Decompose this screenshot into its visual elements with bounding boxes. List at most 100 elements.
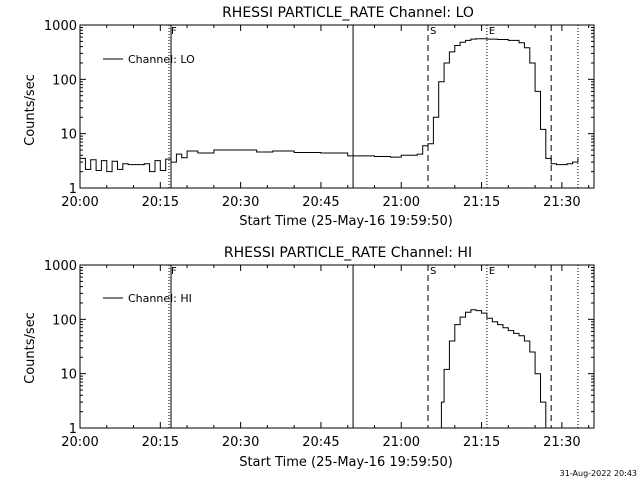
x-tick-label: 20:00	[61, 435, 98, 450]
y-tick-label: 1000	[44, 259, 77, 274]
data-point	[550, 163, 552, 165]
data-point	[507, 40, 509, 41]
x-tick-label: 20:30	[222, 435, 259, 450]
chart-title: RHESSI PARTICLE_RATE Channel: HI	[224, 245, 472, 261]
chart-panel-lo: RHESSI PARTICLE_RATE Channel: LO Counts/…	[23, 5, 595, 229]
data-point	[545, 158, 547, 159]
event-marker-label: F	[171, 266, 177, 277]
x-axis-label: Start Time (25-May-16 19:59:50)	[239, 455, 453, 470]
data-point	[186, 150, 188, 152]
data-point	[459, 41, 461, 43]
data-point	[256, 151, 258, 153]
data-point	[443, 62, 445, 64]
legend-label: Channel: HI	[128, 292, 192, 305]
data-point	[149, 171, 151, 173]
x-tick-label: 20:15	[142, 435, 179, 450]
data-point	[491, 321, 493, 323]
data-point	[518, 42, 520, 44]
data-point	[518, 335, 520, 337]
data-point	[497, 39, 499, 40]
event-marker-label: F	[171, 26, 177, 37]
data-point	[540, 401, 541, 403]
y-tick-label: 1000	[44, 19, 77, 34]
data-point	[175, 153, 177, 155]
data-point	[481, 312, 482, 314]
data-point	[481, 38, 482, 40]
data-point	[213, 149, 215, 151]
x-tick-label: 21:00	[383, 435, 420, 450]
x-tick-label: 21:30	[543, 195, 580, 210]
data-point	[422, 145, 424, 147]
data-point	[486, 317, 488, 319]
data-point	[513, 333, 515, 334]
y-tick-label: 100	[52, 313, 77, 328]
data-point	[133, 164, 134, 165]
data-point	[122, 163, 124, 165]
data-point	[181, 157, 183, 159]
x-tick-label: 21:30	[543, 435, 580, 450]
data-point	[470, 309, 472, 311]
data-point	[486, 38, 488, 40]
series-line	[438, 309, 547, 429]
data-point	[101, 160, 102, 161]
data-point	[320, 152, 322, 154]
data-point	[95, 170, 97, 171]
data-point	[432, 116, 434, 118]
y-tick-label: 10	[60, 368, 77, 383]
data-series	[79, 38, 579, 173]
x-tick-label: 20:45	[302, 195, 339, 210]
x-tick-label: 20:15	[142, 195, 179, 210]
data-point	[427, 143, 429, 145]
data-point	[523, 47, 525, 49]
data-point	[465, 40, 466, 41]
x-tick-label: 21:15	[463, 435, 500, 450]
data-point	[143, 163, 145, 165]
y-axis-label: Counts/sec	[23, 74, 38, 146]
data-point	[454, 45, 456, 46]
footer-timestamp: 31-Aug-2022 20:43	[560, 469, 637, 478]
data-point	[449, 51, 450, 53]
data-point	[502, 327, 504, 329]
data-point	[229, 149, 231, 151]
data-point	[529, 62, 531, 64]
data-point	[459, 316, 461, 318]
data-point	[127, 164, 129, 165]
data-point	[159, 170, 161, 171]
x-tick-label: 20:00	[61, 195, 98, 210]
data-point	[84, 168, 86, 170]
x-axis-label: Start Time (25-May-16 19:59:50)	[239, 214, 453, 229]
data-point	[90, 159, 92, 161]
chart-panel-hi: RHESSI PARTICLE_RATE Channel: HI Counts/…	[23, 245, 595, 470]
data-point	[293, 152, 295, 153]
x-tick-label: 21:00	[383, 195, 420, 210]
y-tick-label: 1	[69, 422, 77, 437]
event-marker-label: S	[430, 26, 436, 37]
data-point	[272, 150, 274, 152]
data-point	[438, 81, 440, 83]
data-point	[165, 158, 167, 160]
data-point	[497, 324, 499, 325]
data-point	[111, 160, 113, 162]
data-point	[465, 311, 466, 313]
data-point	[470, 38, 472, 40]
data-point	[117, 168, 118, 170]
data-point	[347, 155, 349, 157]
data-point	[454, 324, 456, 325]
data-point	[390, 156, 391, 158]
data-point	[170, 161, 172, 163]
data-point	[507, 330, 509, 332]
data-point	[416, 153, 418, 155]
data-point	[138, 164, 140, 165]
y-tick-label: 10	[60, 128, 77, 143]
axis-ticks: 20:00 20:15 20:30 20:45 21:00 21:15 21:30 1 10 10…	[44, 19, 594, 210]
chart-title: RHESSI PARTICLE_RATE Channel: LO	[222, 5, 474, 21]
data-point	[449, 340, 450, 342]
y-axis-label: Counts/sec	[23, 312, 38, 384]
data-point	[106, 171, 108, 173]
event-marker-label: S	[430, 266, 436, 277]
data-point	[374, 156, 375, 157]
event-marker-label: E	[489, 26, 495, 37]
data-point	[534, 373, 536, 375]
